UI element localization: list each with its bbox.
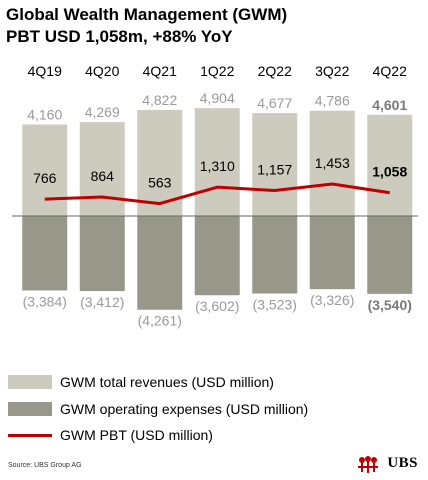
tick-label-4q19: 4Q19	[28, 63, 62, 79]
expense-bar-4q19	[22, 216, 68, 291]
revenue-bar-3q22	[309, 110, 355, 216]
tick-label-4q21: 4Q21	[143, 63, 177, 79]
legend-swatch-pbt	[8, 434, 52, 437]
bar-chart: 4Q19 4,160 (3,384) 4Q20 4,269 (3,412) 4Q21 4,82…	[12, 63, 418, 329]
expense-bar-3q22	[309, 216, 355, 290]
logo-text: UBS	[387, 455, 418, 471]
pbt-line	[44, 182, 390, 206]
tick-label-4q20: 4Q20	[85, 63, 119, 79]
legend-swatch-expenses	[8, 402, 52, 416]
legend-swatch-revenues	[8, 375, 52, 389]
revenue-bar-1q22	[194, 108, 240, 216]
legend-label-revenues: GWM total revenues (USD million)	[60, 374, 274, 390]
pbt-label-3q22: 1,453	[315, 155, 350, 171]
expense-label-2q22: (3,523)	[253, 297, 297, 313]
tick-label-2q22: 2Q22	[258, 63, 292, 79]
chart-title-block: Global Wealth Management (GWM) PBT USD 1…	[6, 4, 287, 48]
expense-label-1q22: (3,602)	[195, 298, 239, 314]
revenue-bar-2q22	[252, 113, 298, 216]
expense-bar-2q22	[252, 216, 298, 294]
revenue-label-4q19: 4,160	[27, 106, 62, 122]
revenue-label-4q21: 4,822	[142, 92, 177, 108]
expense-label-4q22: (3,540)	[368, 297, 412, 313]
source-note: Source: UBS Group AG	[8, 462, 82, 469]
revenue-bar-4q20	[79, 122, 125, 216]
pbt-label-4q20: 864	[91, 168, 115, 184]
expense-label-4q20: (3,412)	[80, 294, 124, 310]
revenue-bar-4q22	[367, 114, 413, 216]
legend-label-expenses: GWM operating expenses (USD million)	[60, 401, 309, 417]
expense-label-4q19: (3,384)	[23, 293, 67, 309]
pbt-label-4q21: 563	[148, 175, 172, 191]
keys-icon	[358, 456, 378, 473]
pbt-label-1q22: 1,310	[200, 158, 235, 174]
legend-label-pbt: GWM PBT (USD million)	[60, 427, 213, 443]
expense-bar-4q22	[367, 216, 413, 294]
pbt-label-4q19: 766	[33, 170, 57, 186]
revenue-label-1q22: 4,904	[200, 90, 235, 106]
revenue-label-3q22: 4,786	[315, 93, 350, 109]
tick-label-4q22: 4Q22	[373, 63, 407, 79]
pbt-label-4q22: 1,058	[372, 164, 407, 180]
expense-bar-4q20	[79, 216, 125, 292]
expense-bar-4q21	[137, 216, 183, 310]
revenue-bar-4q19	[22, 124, 68, 216]
expense-bar-1q22	[194, 216, 240, 296]
revenue-label-2q22: 4,677	[257, 95, 292, 111]
chart-subtitle: PBT USD 1,058m, +88% YoY	[6, 27, 233, 46]
chart-title: Global Wealth Management (GWM)	[6, 5, 288, 24]
expense-label-4q21: (4,261)	[138, 313, 182, 329]
revenue-label-4q22: 4,601	[372, 97, 407, 113]
pbt-label-2q22: 1,157	[257, 162, 292, 178]
expense-label-3q22: (3,326)	[310, 292, 354, 308]
revenue-label-4q20: 4,269	[85, 104, 120, 120]
tick-label-3q22: 3Q22	[315, 63, 349, 79]
tick-label-1q22: 1Q22	[200, 63, 234, 79]
